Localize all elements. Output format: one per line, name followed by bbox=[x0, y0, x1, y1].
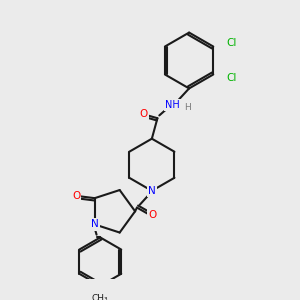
Text: O: O bbox=[149, 210, 157, 220]
Text: Cl: Cl bbox=[226, 38, 237, 48]
Text: CH₃: CH₃ bbox=[92, 294, 109, 300]
Text: H: H bbox=[184, 103, 190, 112]
Text: Cl: Cl bbox=[226, 73, 237, 83]
Text: N: N bbox=[91, 219, 99, 230]
Text: O: O bbox=[140, 110, 148, 119]
Text: NH: NH bbox=[165, 100, 180, 110]
Text: N: N bbox=[148, 186, 156, 196]
Text: O: O bbox=[72, 191, 80, 201]
